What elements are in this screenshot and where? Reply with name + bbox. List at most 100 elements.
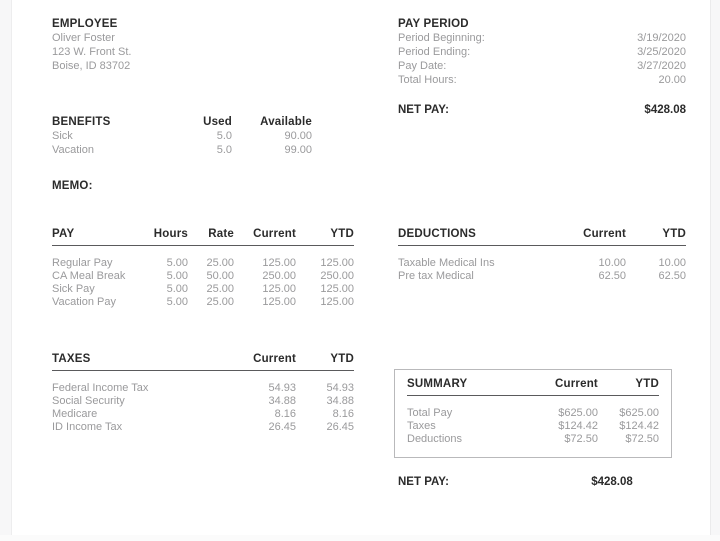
tax-ytd: 54.93 — [326, 382, 354, 394]
summary-item-name: Taxes — [407, 420, 436, 432]
pay-table-col-ytd: YTD — [330, 228, 354, 240]
pay-period-row: Pay Date: 3/27/2020 — [398, 60, 686, 72]
pay-period-row: Period Beginning: 3/19/2020 — [398, 32, 686, 44]
period-ending-label: Period Ending: — [398, 46, 471, 58]
benefit-name: Sick — [52, 130, 73, 142]
deductions-table: DEDUCTIONS Current YTD Taxable Medical I… — [398, 228, 686, 282]
tax-current: 54.93 — [268, 382, 296, 394]
period-beginning-value: 3/19/2020 — [637, 32, 686, 44]
deduction-current: 62.50 — [598, 270, 626, 282]
pay-period-row: Period Ending: 3/25/2020 — [398, 46, 686, 58]
paystub-sheet: EMPLOYEE Oliver Foster 123 W. Front St. … — [12, 0, 710, 535]
taxes-table-rule — [52, 370, 354, 371]
summary-table-rule — [407, 395, 659, 396]
pay-table-col-rate: Rate — [208, 228, 234, 240]
pay-item-hours: 5.00 — [166, 283, 188, 295]
summary-table-col-ytd: YTD — [635, 378, 659, 390]
table-row: Medicare 8.16 8.16 — [52, 408, 354, 420]
pay-item-hours: 5.00 — [166, 270, 188, 282]
employee-address-line-1: 123 W. Front St. — [52, 46, 132, 58]
employee-address-line-2: Boise, ID 83702 — [52, 60, 131, 72]
deduction-current: 10.00 — [598, 257, 626, 269]
pay-table-body: Regular Pay 5.00 25.00 125.00 125.00 CA … — [52, 257, 354, 308]
summary-table-body: Total Pay $625.00 $625.00 Taxes $124.42 … — [407, 407, 659, 445]
pay-item-ytd: 125.00 — [320, 257, 354, 269]
taxes-table-heading: TAXES — [52, 353, 91, 365]
summary-item-name: Total Pay — [407, 407, 453, 419]
summary-item-ytd: $72.50 — [625, 433, 659, 445]
deductions-table-header-row: DEDUCTIONS Current YTD — [398, 228, 686, 240]
pay-period-heading: PAY PERIOD — [398, 18, 469, 30]
benefit-name: Vacation — [52, 144, 94, 156]
tax-name: Medicare — [52, 408, 98, 420]
deduction-ytd: 62.50 — [658, 270, 686, 282]
net-pay-top-row: NET PAY: $428.08 — [398, 104, 686, 116]
tax-current: 34.88 — [268, 395, 296, 407]
deduction-ytd: 10.00 — [658, 257, 686, 269]
summary-table-heading: SUMMARY — [407, 378, 468, 390]
tax-current: 8.16 — [274, 408, 296, 420]
pay-table-col-hours: Hours — [153, 228, 188, 240]
benefits-row: Sick 5.0 90.00 — [52, 130, 352, 142]
pay-table-header-row: PAY Hours Rate Current YTD — [52, 228, 354, 240]
tax-name: Federal Income Tax — [52, 382, 149, 394]
table-row: ID Income Tax 26.45 26.45 — [52, 421, 354, 433]
deductions-table-body: Taxable Medical Ins 10.00 10.00 Pre tax … — [398, 257, 686, 282]
net-pay-bottom-value: $428.08 — [591, 476, 633, 488]
benefit-available: 90.00 — [284, 130, 312, 142]
period-ending-value: 3/25/2020 — [637, 46, 686, 58]
taxes-table-col-current: Current — [253, 353, 296, 365]
pay-item-name: Sick Pay — [52, 283, 95, 295]
benefits-section: BENEFITS Used Available Sick 5.0 90.00 V… — [52, 114, 352, 156]
pay-item-name: CA Meal Break — [52, 270, 126, 282]
pay-date-value: 3/27/2020 — [637, 60, 686, 72]
page-edge-right — [710, 0, 720, 541]
summary-item-current: $625.00 — [558, 407, 598, 419]
pay-item-ytd: 125.00 — [320, 296, 354, 308]
benefits-col-used: Used — [203, 116, 232, 128]
deduction-name: Pre tax Medical — [398, 270, 474, 282]
benefits-col-available: Available — [260, 116, 312, 128]
summary-item-ytd: $625.00 — [619, 407, 659, 419]
pay-item-ytd: 250.00 — [320, 270, 354, 282]
net-pay-bottom-row: NET PAY: $428.08 — [398, 476, 672, 488]
benefit-available: 99.00 — [284, 144, 312, 156]
summary-item-current: $124.42 — [558, 420, 598, 432]
taxes-table: TAXES Current YTD Federal Income Tax 54.… — [52, 353, 354, 433]
net-pay-top-value: $428.08 — [644, 104, 686, 116]
page-edge-left — [0, 0, 12, 541]
pay-table-col-current: Current — [253, 228, 296, 240]
pay-table-rule — [52, 245, 354, 246]
memo-heading: MEMO: — [52, 180, 93, 192]
net-pay-bottom-label: NET PAY: — [398, 476, 449, 488]
pay-item-rate: 25.00 — [206, 283, 234, 295]
taxes-table-header-row: TAXES Current YTD — [52, 353, 354, 365]
table-row: Deductions $72.50 $72.50 — [407, 433, 659, 445]
tax-ytd: 26.45 — [326, 421, 354, 433]
summary-item-ytd: $124.42 — [619, 420, 659, 432]
net-pay-top-label: NET PAY: — [398, 104, 449, 116]
pay-date-label: Pay Date: — [398, 60, 447, 72]
pay-item-hours: 5.00 — [166, 296, 188, 308]
pay-item-rate: 50.00 — [206, 270, 234, 282]
benefit-used: 5.0 — [216, 130, 232, 142]
table-row: Regular Pay 5.00 25.00 125.00 125.00 — [52, 257, 354, 269]
benefit-used: 5.0 — [216, 144, 232, 156]
table-row: Social Security 34.88 34.88 — [52, 395, 354, 407]
pay-item-name: Vacation Pay — [52, 296, 117, 308]
pay-item-name: Regular Pay — [52, 257, 113, 269]
taxes-table-col-ytd: YTD — [330, 353, 354, 365]
deductions-table-col-current: Current — [583, 228, 626, 240]
memo-section: MEMO: — [52, 176, 93, 194]
summary-table-header-row: SUMMARY Current YTD — [407, 378, 659, 390]
tax-ytd: 34.88 — [326, 395, 354, 407]
pay-period-row: Total Hours: 20.00 — [398, 74, 686, 86]
pay-table-heading: PAY — [52, 228, 75, 240]
benefits-header-row: BENEFITS Used Available — [52, 116, 352, 128]
table-row: Vacation Pay 5.00 25.00 125.00 125.00 — [52, 296, 354, 308]
net-pay-bottom-section: NET PAY: $428.08 — [398, 476, 672, 488]
period-beginning-label: Period Beginning: — [398, 32, 485, 44]
table-row: Pre tax Medical 62.50 62.50 — [398, 270, 686, 282]
tax-name: Social Security — [52, 395, 125, 407]
